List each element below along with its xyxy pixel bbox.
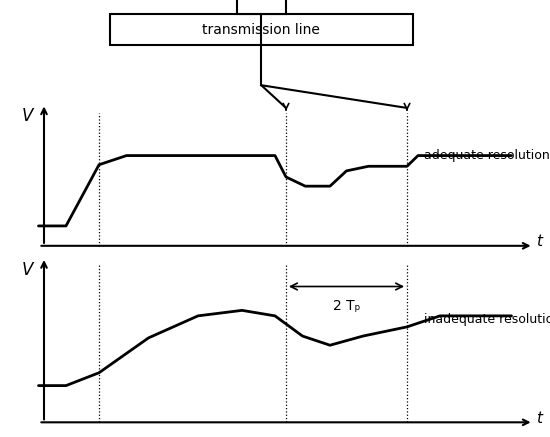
Bar <box>110 14 412 45</box>
Text: 2 Tₚ: 2 Tₚ <box>333 299 360 313</box>
Text: V: V <box>22 107 34 125</box>
Text: t: t <box>536 234 542 249</box>
Text: V: V <box>22 261 34 279</box>
Text: inadequate resolution: inadequate resolution <box>424 313 550 326</box>
Text: transmission line: transmission line <box>202 23 320 37</box>
Text: t: t <box>536 411 542 426</box>
Text: adequate resolution: adequate resolution <box>424 149 549 162</box>
Bar <box>236 0 286 14</box>
